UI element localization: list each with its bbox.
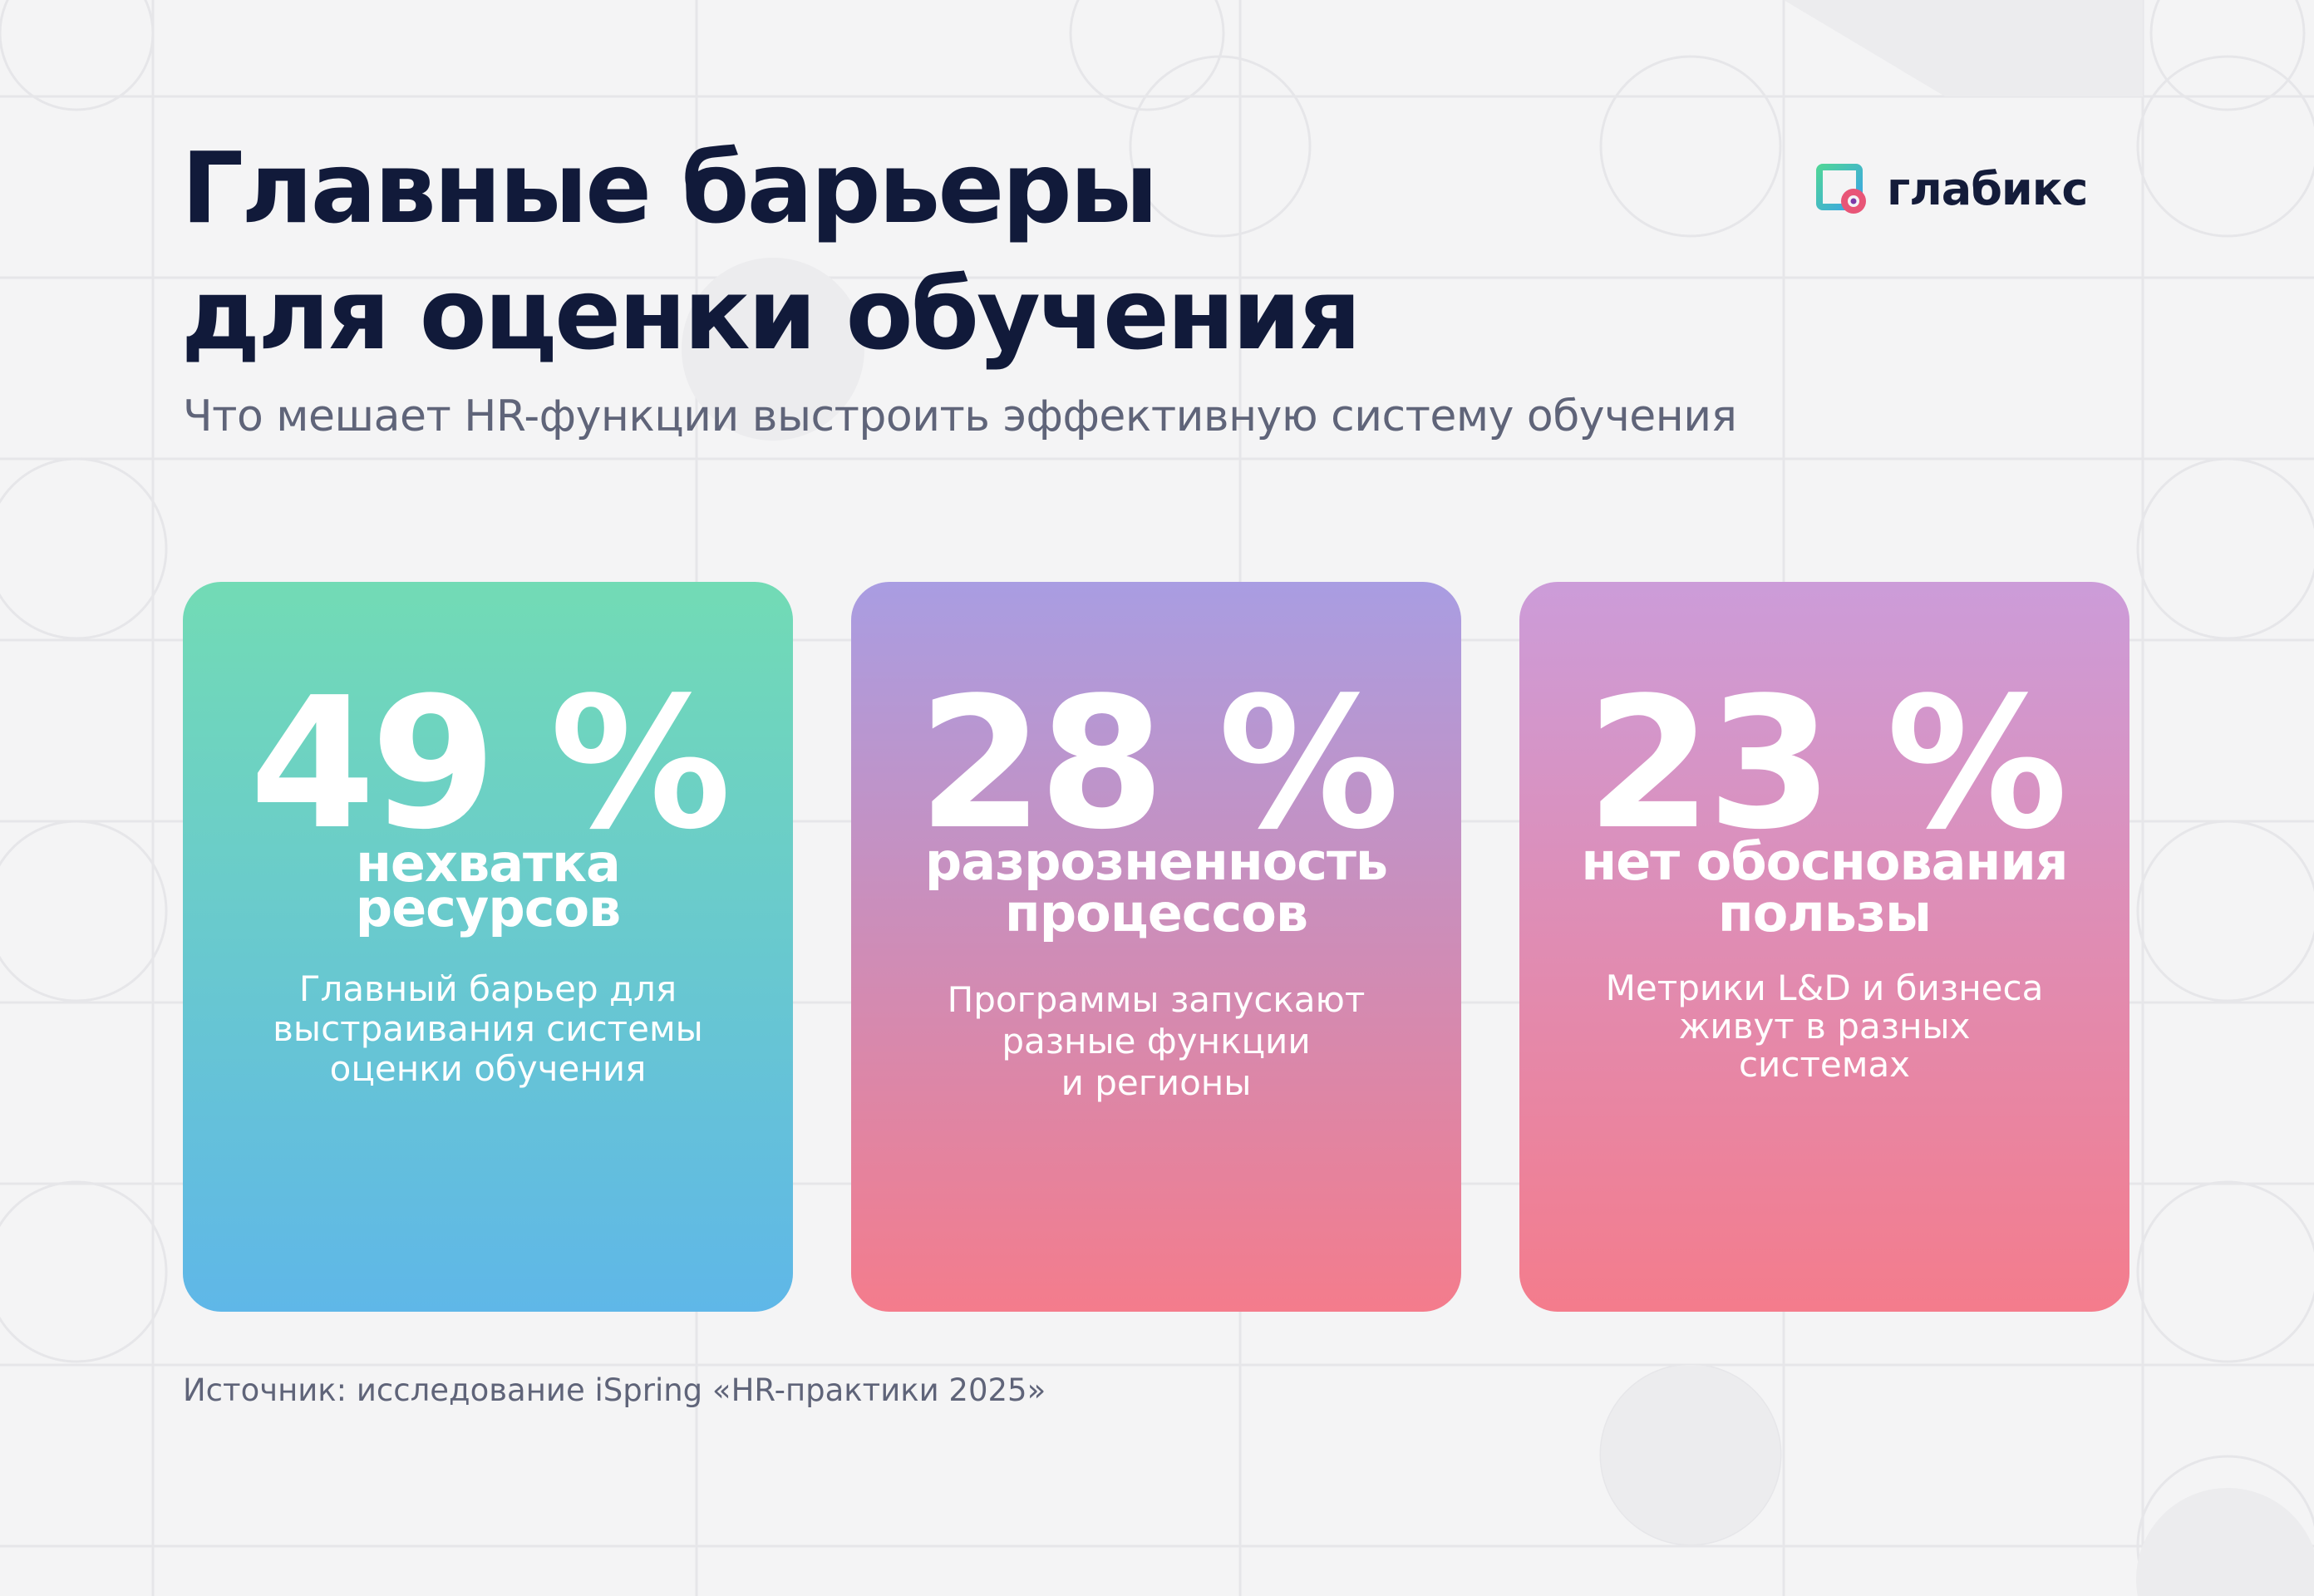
stat-value: 23 %: [1586, 659, 2068, 869]
stat-card-resources: 49 % нехватка ресурсов Главный барьер дл…: [183, 582, 793, 1312]
stat-description: Метрики L&D и бизнеса живут в разных сис…: [1519, 969, 2129, 1084]
stat-card-fragmentation: 28 % разрозненность процессов Программы …: [851, 582, 1461, 1312]
stat-description-line: выстраивания системы: [273, 1008, 703, 1049]
title-line-1: Главные барьеры: [181, 131, 1159, 245]
stat-description-line: оценки обучения: [329, 1048, 647, 1089]
stat-description-line: разные функции: [1002, 1021, 1311, 1062]
stat-label: нет обоснования пользы: [1519, 836, 2129, 939]
stat-description-line: и регионы: [1061, 1062, 1252, 1103]
stat-description-line: Метрики L&D и бизнеса: [1605, 968, 2044, 1008]
page-title: Главные барьеры для оценки обучения: [181, 125, 1361, 377]
stat-value: 49 %: [249, 659, 731, 869]
brand-name: глабикс: [1887, 163, 2088, 215]
stat-description-line: системах: [1738, 1044, 1911, 1085]
stat-card-no-justification: 23 % нет обоснования пользы Метрики L&D …: [1519, 582, 2129, 1312]
stat-description-line: Главный барьер для: [298, 968, 677, 1009]
stat-label-line: нет обоснования: [1581, 831, 2068, 892]
stat-label-line: ресурсов: [355, 878, 622, 938]
brand-logo[interactable]: глабикс: [1815, 163, 2088, 216]
stat-label-line: процессов: [1004, 883, 1308, 943]
title-line-2: для оценки обучения: [181, 257, 1361, 372]
stat-label: разрозненность процессов: [851, 836, 1461, 939]
stat-value: 28 %: [918, 659, 1400, 869]
stat-description-line: Программы запускают: [947, 979, 1366, 1020]
stat-description: Главный барьер для выстраивания системы …: [183, 969, 793, 1089]
stat-label-line: нехватка: [356, 833, 621, 894]
stat-description: Программы запускают разные функции и рег…: [851, 979, 1461, 1104]
source-note: Источник: исследование iSpring «HR-практ…: [183, 1372, 1046, 1408]
stat-label: нехватка ресурсов: [183, 833, 793, 938]
page-subtitle: Что мешает HR-функции выстроить эффектив…: [183, 392, 1737, 441]
stat-description-line: живут в разных: [1678, 1006, 1971, 1047]
stat-label-line: разрозненность: [924, 831, 1388, 892]
glabix-logo-icon: [1816, 164, 1866, 214]
stat-label-line: пользы: [1717, 883, 1932, 943]
